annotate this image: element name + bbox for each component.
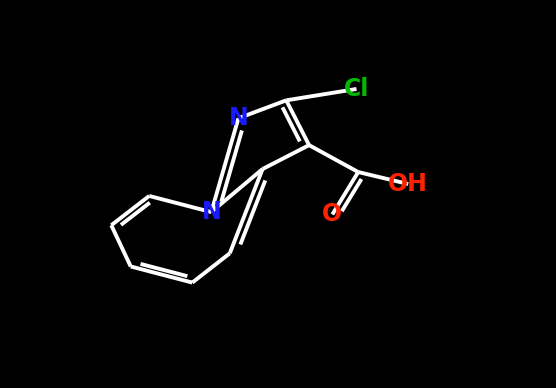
Text: OH: OH bbox=[388, 172, 428, 196]
Text: Cl: Cl bbox=[344, 77, 369, 101]
Text: N: N bbox=[229, 106, 249, 130]
Text: O: O bbox=[322, 203, 342, 227]
Text: N: N bbox=[201, 200, 221, 224]
